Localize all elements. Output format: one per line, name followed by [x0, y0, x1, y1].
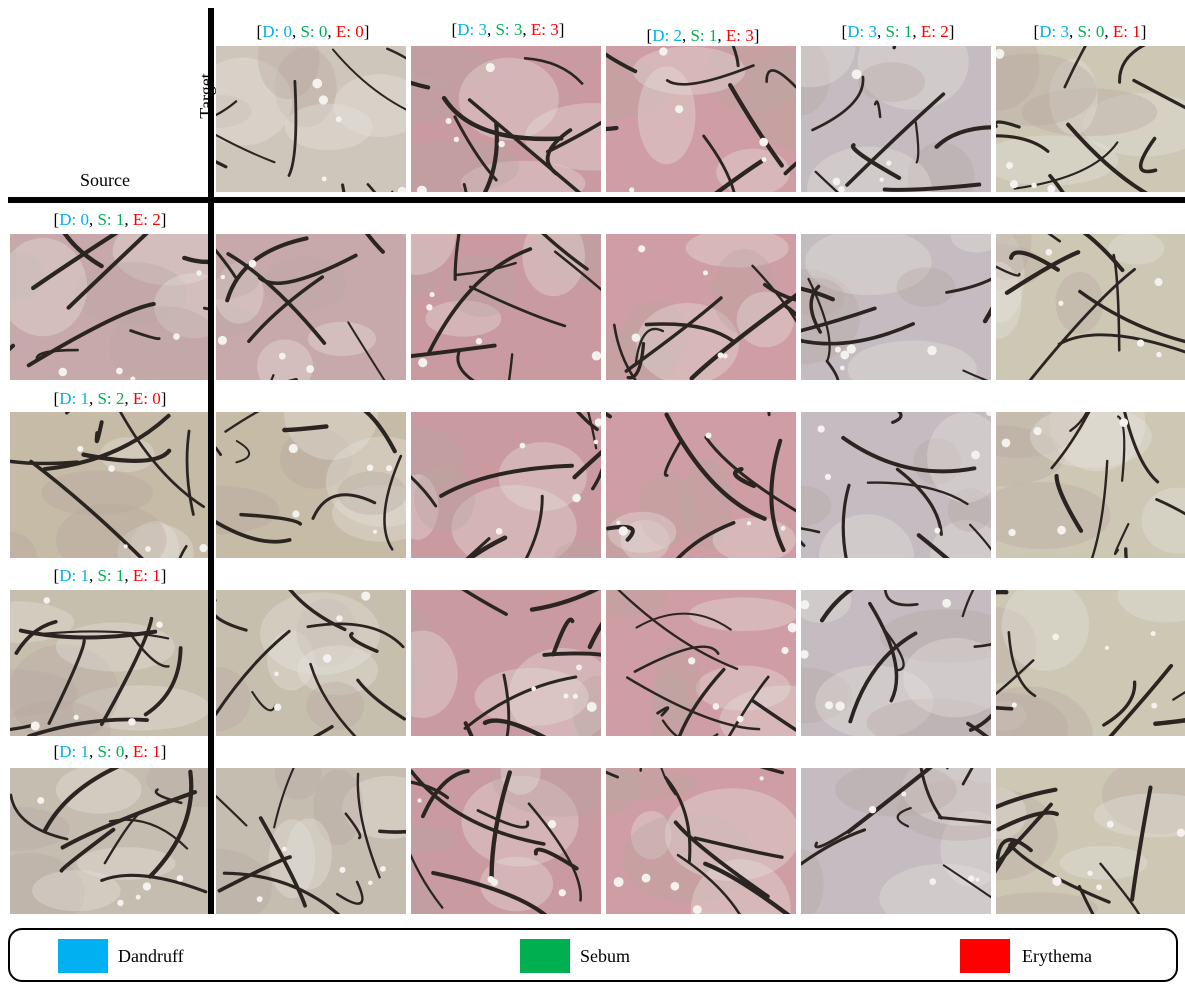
- source-header-3: [D: 1, S: 1, E: 1]: [53, 566, 167, 585]
- dandruff-score: D: 1: [59, 742, 89, 761]
- generated-image-r3-c1: [216, 590, 406, 736]
- sebum-score: S: 1: [97, 566, 125, 585]
- generated-image-r2-c1: [216, 412, 406, 558]
- source-header-2: [D: 1, S: 2, E: 0]: [53, 389, 167, 408]
- target-image-2: [411, 46, 601, 192]
- erythema-score: E: 0: [132, 389, 161, 408]
- generated-image-r2-c3: [606, 412, 796, 558]
- dandruff-score: D: 3: [847, 22, 877, 41]
- erythema-score: E: 1: [1112, 22, 1141, 41]
- sebum-score: S: 3: [495, 20, 523, 39]
- target-header-3: [D: 2, S: 1, E: 3]: [646, 26, 760, 45]
- target-axis-label: Target: [196, 73, 216, 119]
- generated-image-r4-c3: [606, 768, 796, 914]
- source-axis-label: Source: [80, 170, 130, 190]
- sebum-score: S: 0: [1077, 22, 1105, 41]
- erythema-score: E: 3: [725, 26, 754, 45]
- target-header-1: [D: 0, S: 0, E: 0]: [256, 22, 370, 41]
- erythema-score: E: 2: [920, 22, 949, 41]
- source-image-3: [10, 590, 208, 736]
- erythema-score: E: 1: [132, 566, 161, 585]
- generated-image-r2-c4: [801, 412, 991, 558]
- source-image-1: [10, 234, 208, 380]
- generated-image-r1-c1: [216, 234, 406, 380]
- horizontal-divider: [8, 197, 1185, 203]
- target-header-4: [D: 3, S: 1, E: 2]: [841, 22, 955, 41]
- erythema-score: E: 2: [132, 210, 161, 229]
- sebum-score: S: 1: [97, 210, 125, 229]
- erythema-legend-label: Erythema: [1022, 946, 1092, 966]
- dandruff-score: D: 3: [457, 20, 487, 39]
- sebum-legend-label: Sebum: [580, 946, 631, 966]
- source-header-1: [D: 0, S: 1, E: 2]: [53, 210, 167, 229]
- generated-image-r2-c5: [996, 412, 1185, 558]
- source-image-2: [10, 412, 208, 558]
- target-image-5: [996, 46, 1185, 192]
- generated-image-r3-c2: [411, 590, 601, 736]
- source-image-4: [10, 768, 208, 914]
- generated-image-r3-c3: [606, 590, 796, 736]
- dandruff-score: D: 2: [652, 26, 682, 45]
- target-image-4: [801, 46, 991, 192]
- target-header-2: [D: 3, S: 3, E: 3]: [451, 20, 565, 39]
- generated-image-r4-c4: [801, 768, 991, 914]
- generated-image-r1-c3: [606, 234, 796, 380]
- erythema-score: E: 1: [132, 742, 161, 761]
- sebum-score: S: 1: [690, 26, 718, 45]
- generated-image-r4-c2: [411, 768, 601, 914]
- sebum-score: S: 0: [300, 22, 328, 41]
- dandruff-legend-label: Dandruff: [118, 946, 184, 966]
- generated-image-r1-c2: [411, 234, 601, 380]
- generated-image-r4-c1: [216, 768, 406, 914]
- dandruff-score: D: 1: [59, 389, 89, 408]
- dandruff-score: D: 0: [59, 210, 89, 229]
- source-header-4: [D: 1, S: 0, E: 1]: [53, 742, 167, 761]
- erythema-score: E: 0: [335, 22, 364, 41]
- generated-image-r3-c5: [996, 590, 1185, 736]
- generated-image-r1-c5: [996, 234, 1185, 380]
- legend-box: Dandruff Sebum Erythema: [8, 928, 1178, 982]
- vertical-divider: [208, 8, 214, 914]
- erythema-swatch: [960, 939, 1010, 973]
- generated-image-r4-c5: [996, 768, 1185, 914]
- dandruff-score: D: 1: [59, 566, 89, 585]
- sebum-score: S: 2: [97, 389, 125, 408]
- generated-image-r3-c4: [801, 590, 991, 736]
- sebum-score: S: 0: [97, 742, 125, 761]
- sebum-swatch: [520, 939, 570, 973]
- dandruff-score: D: 0: [262, 22, 292, 41]
- target-image-1: [216, 46, 406, 192]
- target-header-5: [D: 3, S: 0, E: 1]: [1033, 22, 1147, 41]
- generated-image-r2-c2: [411, 412, 601, 558]
- generated-image-r1-c4: [801, 234, 991, 380]
- sebum-score: S: 1: [885, 22, 913, 41]
- dandruff-score: D: 3: [1039, 22, 1069, 41]
- erythema-score: E: 3: [530, 20, 559, 39]
- target-image-3: [606, 46, 796, 192]
- dandruff-swatch: [58, 939, 108, 973]
